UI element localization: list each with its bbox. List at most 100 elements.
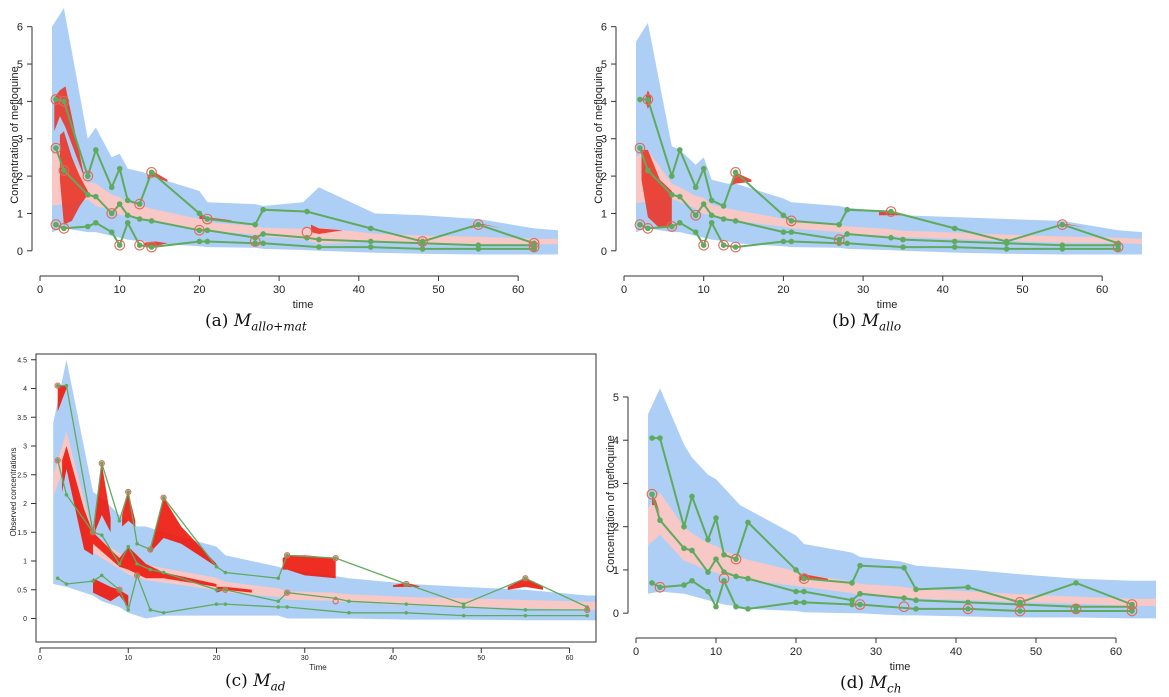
observed-point: [900, 236, 906, 243]
observed-point: [692, 212, 699, 219]
observed-point: [645, 96, 651, 103]
outlier-marker: [417, 236, 428, 247]
observed-point: [676, 193, 683, 200]
observed-point: [161, 570, 166, 575]
observed-point: [721, 552, 727, 558]
observed-point: [1059, 221, 1066, 228]
observed-point: [475, 221, 482, 228]
observed-point: [214, 564, 219, 569]
observed-point: [1073, 603, 1079, 610]
outlier-region-3: [122, 492, 136, 527]
observed-point: [1003, 240, 1010, 247]
observed-point: [223, 570, 228, 575]
observed-point: [857, 601, 863, 608]
y-tick-label: 4: [23, 386, 27, 393]
observed-point: [692, 229, 699, 235]
y-tick-label: 1: [17, 208, 23, 220]
outlier-marker: [106, 208, 118, 219]
observed-point: [700, 201, 707, 207]
observed-point: [136, 201, 143, 207]
y-tick-label: 4: [17, 96, 23, 108]
observed-point: [645, 225, 651, 232]
y-axis-label: Concentration of mefloquine: [593, 66, 605, 204]
observed-point: [721, 577, 727, 584]
x-tick-label: 30: [857, 284, 869, 296]
observed-point: [404, 602, 409, 606]
observed-point: [85, 223, 91, 230]
observed-point: [260, 240, 266, 247]
caption-a: (a) Mallo+mat: [205, 311, 307, 333]
observed-point: [61, 98, 67, 105]
observed-point: [53, 221, 59, 228]
outlier-marker: [301, 226, 313, 238]
observed-point: [53, 145, 59, 151]
outlier-marker: [202, 213, 213, 225]
observed-point: [304, 208, 310, 215]
outlier-marker: [798, 573, 810, 584]
observed-point: [126, 608, 131, 612]
outlier-marker: [160, 494, 167, 501]
outlier-region-1: [62, 446, 93, 556]
x-tick-label: 10: [114, 284, 126, 296]
observed-point: [285, 590, 289, 595]
y-tick-label: 1: [23, 559, 27, 566]
observed-point: [720, 203, 727, 209]
observed-point: [705, 569, 711, 575]
observed-point: [780, 238, 787, 245]
observed-point: [788, 229, 795, 235]
observed-point: [64, 493, 69, 497]
chart-d-svg: 0 10 20 30 40 50 60 0 1 2 3 4 5 time Concentration of …: [605, 388, 1156, 673]
y-tick-label: 0: [601, 246, 607, 258]
y-tick-label: 3: [613, 478, 619, 490]
observed-point: [92, 193, 99, 200]
outlier-marker: [332, 554, 339, 562]
y-tick-label: 2.5: [17, 472, 27, 479]
caption-d: (d) Mch: [840, 673, 901, 695]
outlier-marker: [403, 580, 410, 588]
observed-point: [836, 221, 842, 228]
y-tick-label: 3: [601, 134, 607, 146]
observed-point: [260, 206, 266, 213]
observed-point: [849, 580, 855, 586]
observed-point: [793, 567, 799, 573]
observed-point: [136, 216, 143, 222]
observed-point: [116, 165, 123, 172]
outlier-marker: [1014, 597, 1026, 608]
y-tick-label: 3: [17, 134, 23, 146]
y-tick-label: 2: [601, 171, 607, 183]
observed-point: [720, 242, 727, 248]
x-tick-label: 10: [124, 655, 132, 662]
outlier-marker: [1056, 219, 1068, 230]
outlier-marker: [898, 601, 910, 613]
observed-point: [689, 493, 695, 500]
observed-point: [733, 556, 739, 562]
y-tick-label: 2: [23, 501, 27, 508]
outlier-marker: [642, 94, 654, 105]
observed-point: [700, 242, 707, 248]
outlier-region-2: [94, 463, 111, 533]
observed-point: [64, 582, 69, 586]
y-tick-label: 3.5: [17, 415, 27, 422]
y-tick-label: 0: [613, 608, 619, 620]
x-axis-label: time: [877, 299, 898, 311]
observed-point: [901, 564, 907, 571]
outlier-marker: [222, 586, 229, 593]
chart-panel-c: 0 10 20 30 40 50 60 0 0.5 1 1.5 2 2.5 3 3.5 4 4.5 Time Obs…: [0, 348, 600, 697]
observed-point: [55, 458, 60, 463]
observed-point: [108, 229, 115, 235]
observed-point: [135, 573, 139, 578]
chart-panel-d: 0 10 20 30 40 50 60 0 1 2 3 4 5 time Concentration of …: [596, 384, 1169, 697]
observed-point: [637, 145, 643, 151]
observed-point: [745, 575, 751, 582]
observed-point: [745, 519, 751, 526]
caption-a-sub: allo+mat: [251, 319, 307, 334]
x-tick-label: 50: [1016, 284, 1028, 296]
observed-point: [745, 606, 751, 612]
observed-point: [367, 225, 374, 232]
observed-point: [117, 562, 122, 566]
observed-point: [585, 608, 589, 612]
caption-c-sub: ad: [270, 679, 286, 694]
outlier-marker: [146, 241, 157, 253]
observed-point: [1003, 246, 1010, 252]
observed-point: [900, 244, 906, 250]
